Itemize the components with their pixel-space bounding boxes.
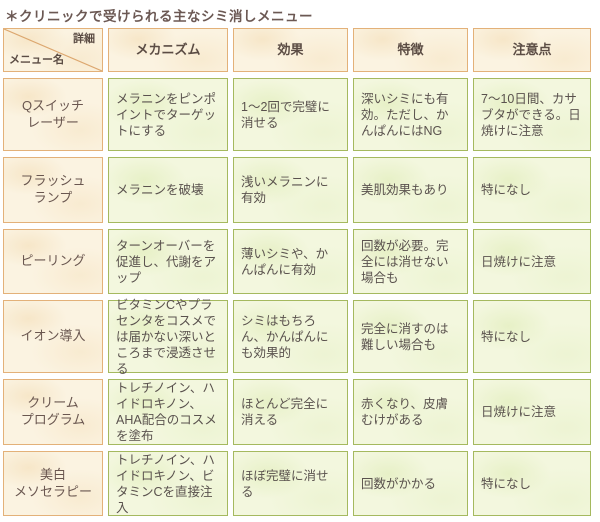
page-title: ＊クリニックで受けられる主なシミ消しメニュー — [5, 9, 313, 24]
header-feature-label: 特徴 — [397, 41, 424, 57]
menu-name-cell: Qスイッチ レーザー — [3, 78, 103, 151]
mechanism-cell: メラニンをピンポイントでターゲットにする — [108, 78, 228, 151]
header-effect-label: 効果 — [277, 41, 304, 57]
table-body: Qスイッチ レーザー メラニンをピンポイントでターゲットにする 1～2回で完璧に… — [3, 78, 597, 516]
menu-name-cell: ピーリング — [3, 229, 103, 294]
table-row: 美白 メソセラピー トレチノイン、ハイドロキノン、ビタミンCを直接注入 ほぼ完璧… — [3, 451, 597, 516]
table-row: Qスイッチ レーザー メラニンをピンポイントでターゲットにする 1～2回で完璧に… — [3, 78, 597, 151]
header-mechanism-label: メカニズム — [135, 41, 201, 57]
effect-cell: ほとんど完全に消える — [233, 379, 348, 445]
table-row: クリーム プログラム トレチノイン、ハイドロキノン、AHA配合のコスメを塗布 ほ… — [3, 379, 597, 445]
feature-cell: 美肌効果もあり — [353, 157, 468, 223]
table-row: イオン導入 ビタミンCやプラセンタをコスメでは届かない深いところまで浸透させる … — [3, 298, 597, 376]
menu-name-cell: イオン導入 — [3, 300, 103, 373]
table-row: ピーリング ターンオーバーを促進し、代謝をアップ 薄いシミや、かんぱんに有効 回… — [3, 229, 597, 294]
caution-cell: 特になし — [473, 300, 591, 373]
diagonal-divider — [4, 29, 102, 71]
header-feature: 特徴 — [353, 28, 468, 72]
effect-cell: 浅いメラニンに有効 — [233, 157, 348, 223]
caution-cell: 日焼けに注意 — [473, 379, 591, 445]
mechanism-cell: ビタミンCやプラセンタをコスメでは届かない深いところまで浸透させる — [108, 298, 228, 376]
caution-cell: 日焼けに注意 — [473, 229, 591, 294]
corner-label-menu-name: メニュー名 — [9, 53, 64, 66]
header-caution: 注意点 — [473, 28, 591, 72]
mechanism-cell: ターンオーバーを促進し、代謝をアップ — [108, 229, 228, 294]
menu-name-cell: クリーム プログラム — [3, 379, 103, 445]
table-header-row: 詳細 メニュー名 メカニズム 効果 特徴 注意点 — [3, 28, 597, 72]
mechanism-cell: トレチノイン、ハイドロキノン、ビタミンCを直接注入 — [108, 451, 228, 516]
corner-cell: 詳細 メニュー名 — [3, 28, 103, 72]
effect-cell: ほぼ完璧に消せる — [233, 451, 348, 516]
feature-cell: 完全に消すのは難しい場合も — [353, 300, 468, 373]
menu-name-cell: フラッシュ ランプ — [3, 157, 103, 223]
effect-cell: 1～2回で完璧に消せる — [233, 78, 348, 151]
header-mechanism: メカニズム — [108, 28, 228, 72]
effect-cell: 薄いシミや、かんぱんに有効 — [233, 229, 348, 294]
feature-cell: 回数が必要。完全には消せない場合も — [353, 229, 468, 294]
menu-table: 詳細 メニュー名 メカニズム 効果 特徴 注意点 Qスイッチ レーザー メラニン… — [3, 28, 597, 522]
caution-cell: 特になし — [473, 451, 591, 516]
menu-name-cell: 美白 メソセラピー — [3, 451, 103, 516]
header-caution-label: 注意点 — [512, 41, 552, 57]
header-effect: 効果 — [233, 28, 348, 72]
table-row: フラッシュ ランプ メラニンを破壊 浅いメラニンに有効 美肌効果もあり 特になし — [3, 157, 597, 223]
effect-cell: シミはもちろん、かんぱんにも効果的 — [233, 300, 348, 373]
feature-cell: 深いシミにも有効。ただし、かんぱんにはNG — [353, 78, 468, 151]
feature-cell: 回数がかかる — [353, 451, 468, 516]
feature-cell: 赤くなり、皮膚むけがある — [353, 379, 468, 445]
corner-label-detail: 詳細 — [73, 33, 95, 45]
mechanism-cell: トレチノイン、ハイドロキノン、AHA配合のコスメを塗布 — [108, 379, 228, 445]
caution-cell: 特になし — [473, 157, 591, 223]
mechanism-cell: メラニンを破壊 — [108, 157, 228, 223]
caution-cell: 7～10日間、カサブタができる。日焼けに注意 — [473, 78, 591, 151]
